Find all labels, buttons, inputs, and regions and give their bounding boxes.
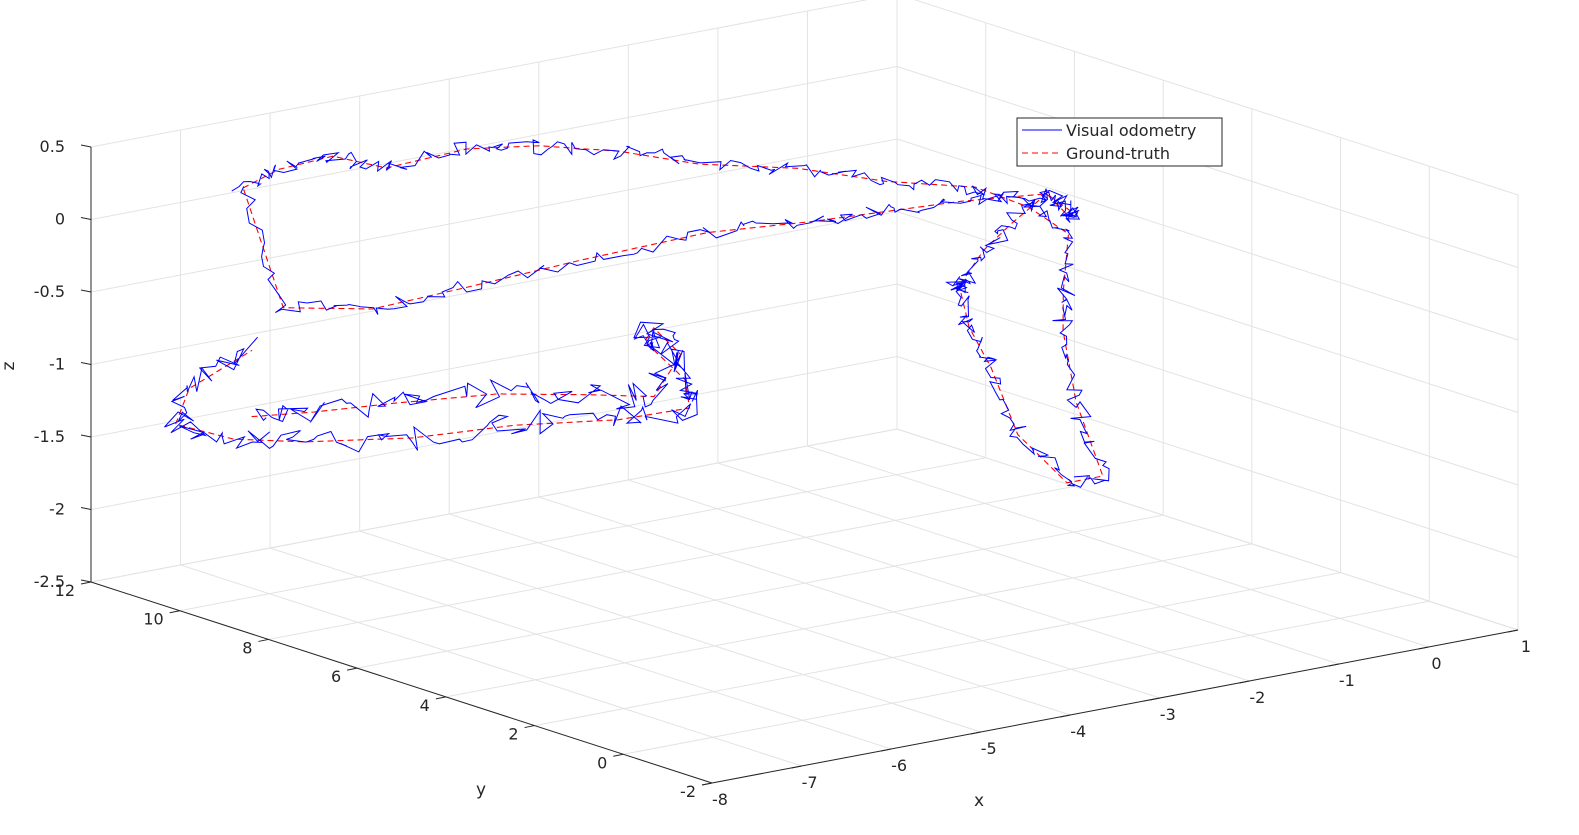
- y-axis-line: [90, 581, 713, 784]
- tick-labels: -8 -7 -6 -5 -4 -3 -2 -1 0 1 -2 0 2 4 6 8 10 12-2.5 -2 -1.5 -…: [34, 137, 1531, 809]
- grid-line: [896, 211, 1519, 413]
- z-tick-label: 0: [55, 210, 65, 229]
- legend-label-ground-truth: Ground-truth: [1066, 144, 1170, 163]
- x-tick-label: -7: [802, 773, 818, 792]
- y-tick-label: 0: [597, 753, 607, 772]
- grid-line: [913, 0, 1519, 196]
- axes: [80, 144, 1519, 786]
- grid-line: [90, 0, 869, 148]
- grid-line: [538, 496, 1160, 699]
- z-tick-mark: [80, 434, 92, 438]
- z-tick-label: -1.5: [34, 427, 65, 446]
- x-tick-label: -3: [1160, 705, 1176, 724]
- x-tick-mark: [881, 748, 892, 752]
- legend-box: [1016, 117, 1223, 167]
- x-tick-mark: [1328, 663, 1339, 667]
- grid-line: [896, 428, 1519, 631]
- x-axis-label: x: [974, 791, 984, 811]
- z-tick-mark: [80, 362, 92, 365]
- grid-line: [623, 600, 1430, 755]
- y-tick-mark: [258, 638, 269, 642]
- z-tick-mark: [80, 144, 92, 148]
- y-axis-label: y: [476, 780, 486, 800]
- grid-line: [357, 514, 1164, 669]
- grid-line: [90, 428, 898, 583]
- grid-line: [896, 138, 1519, 341]
- x-tick-label: -1: [1339, 671, 1355, 690]
- grid-line: [180, 564, 802, 767]
- y-tick-label: 2: [508, 725, 518, 744]
- grid-line: [90, 211, 898, 365]
- grid-line: [268, 485, 1075, 640]
- z-tick-mark: [80, 579, 92, 583]
- x-tick-mark: [791, 765, 802, 769]
- grid-line: [359, 530, 981, 733]
- y-tick-mark: [347, 667, 358, 671]
- x-axis-line: [711, 629, 1519, 784]
- x-tick-mark: [1418, 646, 1429, 650]
- y-tick-label: 12: [55, 581, 75, 600]
- legend: Visual odometry Ground-truth: [1016, 117, 1223, 167]
- grid-line: [445, 543, 1252, 698]
- z-tick-label: -2: [49, 500, 65, 519]
- x-tick-mark: [1149, 697, 1160, 701]
- z-tick-label: -2.5: [34, 572, 65, 591]
- y-tick-mark: [80, 581, 92, 585]
- x-tick-mark: [970, 731, 981, 735]
- y-tick-label: 8: [242, 638, 252, 657]
- grid-line: [269, 547, 892, 750]
- z-tick-label: -1: [49, 355, 65, 374]
- y-tick-mark: [701, 782, 713, 786]
- y-tick-mark: [435, 696, 446, 700]
- grid-line: [717, 462, 1340, 665]
- grid-line: [896, 283, 1519, 486]
- grid-line: [90, 356, 898, 510]
- grid-line: [90, 66, 898, 220]
- grid-line: [807, 445, 1429, 648]
- grid-line: [896, 66, 1519, 268]
- grid-line: [449, 513, 1071, 716]
- z-tick-mark: [80, 289, 92, 293]
- x-tick-label: 1: [1521, 637, 1531, 656]
- x-tick-mark: [1507, 629, 1519, 633]
- plot-area: [164, 139, 1110, 488]
- x-tick-label: 0: [1431, 654, 1441, 673]
- y-tick-label: 10: [143, 610, 163, 629]
- x-tick-mark: [1060, 714, 1071, 718]
- x-tick-label: -6: [891, 756, 907, 775]
- y-tick-label: 4: [420, 696, 430, 715]
- z-tick-label: -0.5: [34, 282, 65, 301]
- x-tick-label: -4: [1070, 722, 1086, 741]
- grid-line: [179, 457, 986, 612]
- z-tick-mark: [80, 217, 92, 220]
- z-axis-label: z: [0, 361, 19, 370]
- y-tick-label: -2: [680, 782, 696, 801]
- y-tick-mark: [524, 725, 535, 729]
- x-tick-mark: [1239, 680, 1250, 684]
- grid-line: [90, 138, 898, 293]
- z-tick-mark: [80, 507, 92, 510]
- grid-line: [534, 572, 1341, 727]
- z-tick-label: 0.5: [40, 137, 65, 156]
- x-tick-label: -2: [1249, 688, 1265, 707]
- ground-truth-line: [174, 327, 691, 443]
- grid-line: [628, 479, 1250, 682]
- legend-label-visual-odometry: Visual odometry: [1066, 121, 1196, 140]
- x-tick-label: -5: [981, 739, 997, 758]
- grid-line: [896, 356, 1519, 558]
- visual-odometry-line: [231, 139, 1110, 488]
- y-tick-mark: [613, 753, 624, 757]
- visual-odometry-line: [164, 321, 698, 453]
- ground-truth-line: [242, 145, 1104, 484]
- y-tick-label: 6: [331, 667, 341, 686]
- y-tick-mark: [169, 610, 180, 614]
- grid-lines: [90, 0, 1519, 784]
- x-tick-label: -8: [712, 790, 728, 809]
- grid-line: [90, 283, 898, 438]
